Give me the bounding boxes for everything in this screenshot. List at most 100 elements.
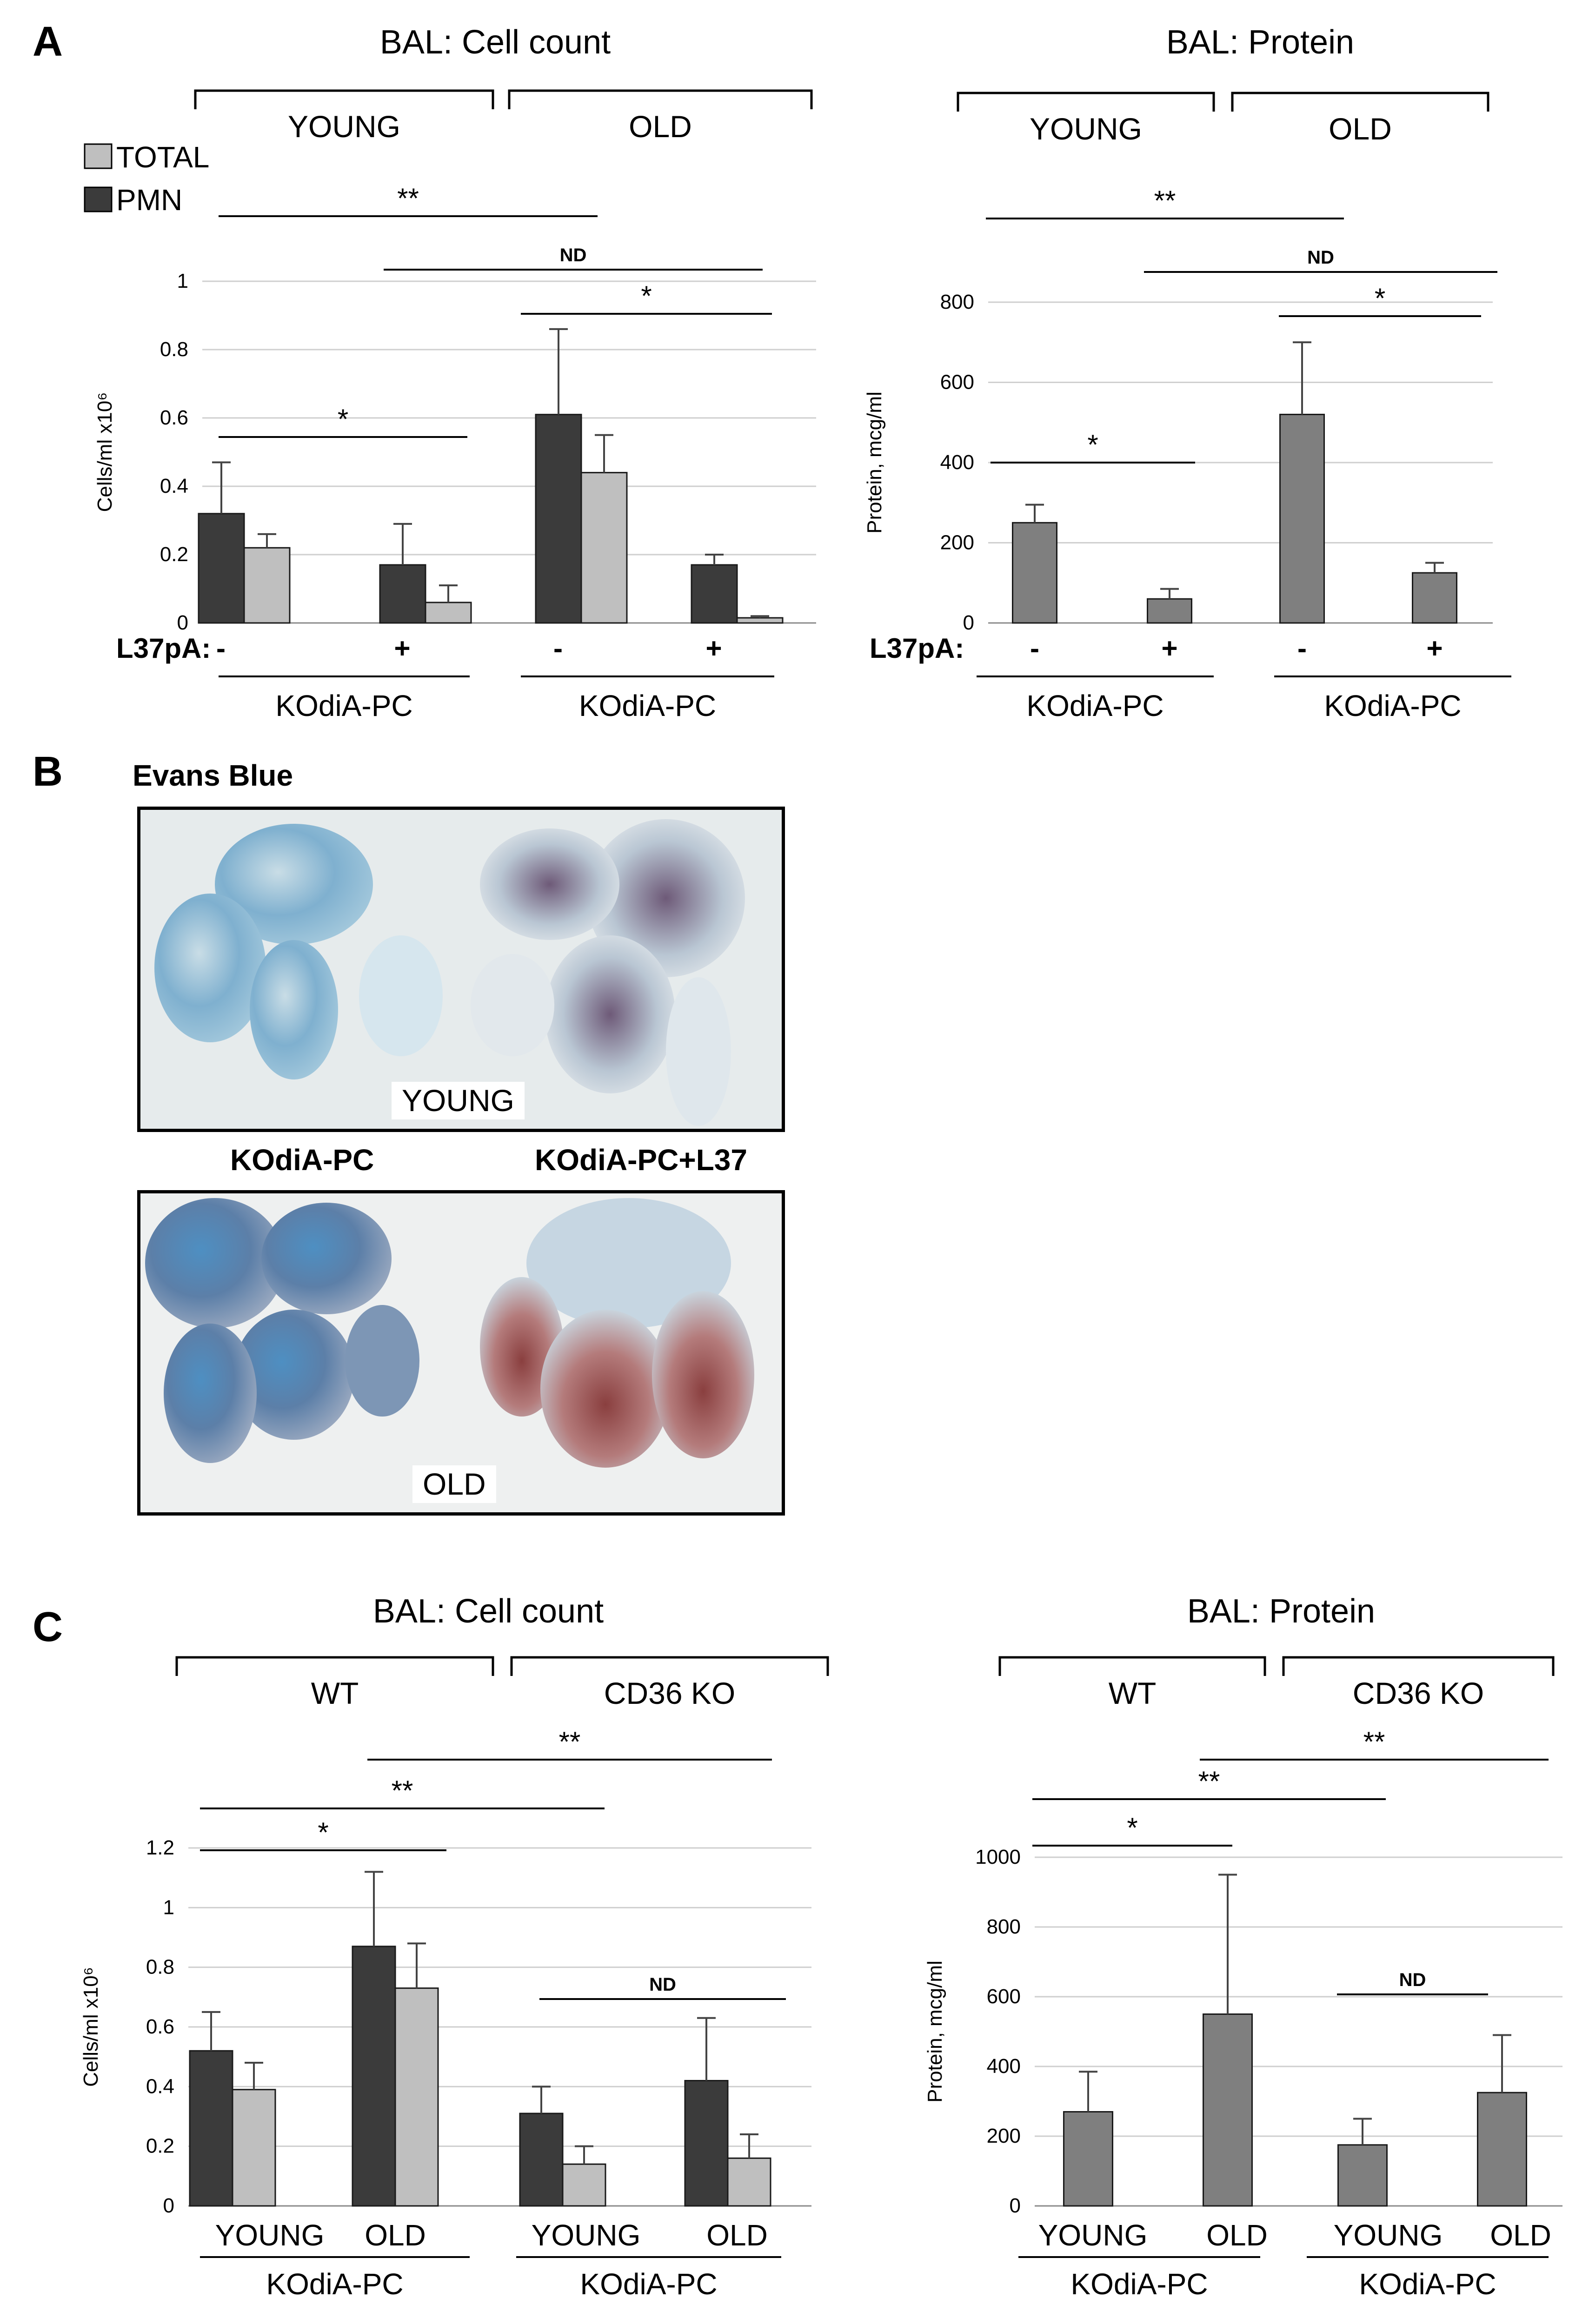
chart-c-cell-count: BAL: Cell count WT CD36 KO 0 0.2 0.4 0.6 0.8 1 1.… [80,1593,829,2301]
bar-pmn [352,1946,396,2207]
row-label: + [394,633,410,664]
y-tick-label: 800 [940,291,974,313]
lung-shape [545,935,675,1093]
bar-protein [1203,2013,1253,2207]
lung-shape [666,977,731,1126]
young-lungs-drawing [154,819,745,1126]
row-label: + [1161,633,1177,664]
y-tick-label: 200 [940,531,974,554]
bar-total [243,547,291,624]
group-1-bracket [1231,92,1489,112]
row-label: - [1030,633,1039,664]
row-label: - [1297,633,1307,664]
y-tick-label: 1 [177,270,188,292]
row-label: + [705,633,722,664]
y-tick-label: 0.4 [146,2075,174,2098]
group-label: KOdiA-PC [1070,2267,1208,2301]
young-label: YOUNG [392,1082,525,1119]
y-tick-label: 0 [963,611,974,634]
bar-total [736,617,784,624]
significance-mark: ** [397,183,419,214]
lung-shape [261,1203,392,1314]
y-tick-label: 600 [940,371,974,394]
y-tick-label: 800 [987,1915,1021,1938]
chart-title: BAL: Protein [1166,24,1354,61]
chart-a-cell-count: BAL: Cell count YOUNG OLD 0 0.2 0.4 0.6 0.8 1 Cel… [93,24,816,722]
group-0-label: YOUNG [288,109,400,144]
age-label: YOUNG [1038,2218,1148,2252]
group-label: KOdiA-PC [580,2267,717,2301]
y-tick-label: 1 [163,1896,174,1919]
row-label: - [553,633,563,664]
group-1-label: OLD [1329,112,1392,146]
lung-shape [164,1324,257,1463]
evans-blue-old-photo: OLD [137,1190,785,1516]
age-label: YOUNG [532,2218,641,2252]
age-label: OLD [1490,2218,1551,2252]
y-tick-label: 400 [987,2055,1021,2078]
y-tick-label: 600 [987,1985,1021,2008]
bar-total [232,2089,276,2207]
lung-shape [154,894,266,1042]
y-tick-label: 0.4 [160,475,188,497]
group-0-bracket [175,1656,494,1676]
lung-shape [345,1305,419,1417]
age-label: OLD [706,2218,768,2252]
y-tick-label: 0.6 [146,2015,174,2038]
y-tick-label: 0 [163,2194,174,2217]
lung-shape [540,1310,671,1468]
lung-shape [652,1291,754,1458]
significance-mark: * [1087,429,1098,460]
group-0-bracket [998,1656,1266,1676]
lung-shape [215,824,373,945]
group-0-bracket [194,89,494,109]
significance-mark: * [318,1817,328,1848]
group-label: KOdiA-PC [266,2267,403,2301]
y-tick-label: 0.2 [146,2135,174,2158]
y-tick-label: 0 [1010,2194,1021,2217]
significance-mark: ** [1154,185,1176,216]
group-label: KOdiA-PC [579,689,716,722]
age-label: OLD [365,2218,426,2252]
bar-total [425,602,472,624]
y-tick-label: 1000 [975,1846,1021,1868]
group-0-bracket [957,92,1215,112]
significance-mark: ND [1399,1970,1426,1990]
bar-pmn [379,564,426,624]
row-prefix: L37pA: [116,633,211,664]
y-axis-title: Cells/ml x10⁶ [80,1967,102,2087]
caption-kodia-pc: KOdiA-PC [230,1143,374,1177]
group-1-label: OLD [629,109,692,144]
lung-shape [471,954,554,1056]
y-axis-title: Protein, mcg/ml [863,391,886,534]
y-axis-title: Cells/ml x10⁶ [93,392,116,512]
panel-c-label: C [33,1604,63,1650]
chart-title: BAL: Cell count [380,24,611,61]
group-0-label: WT [1109,1676,1157,1710]
y-tick-label: 0.8 [146,1956,174,1979]
chart-c-protein: BAL: Protein WT CD36 KO 0 200 400 600 800 1000 Pr… [924,1593,1562,2301]
lung-shape [250,940,338,1079]
bar-pmn [691,564,738,624]
row-label: - [216,633,226,664]
bar-protein [1279,414,1325,624]
significance-mark: ** [392,1775,413,1806]
old-lungs-drawing [145,1198,754,1468]
group-label: KOdiA-PC [275,689,412,722]
lung-shape [145,1198,285,1328]
age-label: YOUNG [215,2218,325,2252]
bar-pmn [535,414,582,624]
row-prefix: L37pA: [870,633,964,664]
legend-total-swatch [84,143,113,169]
evans-blue-young-photo: YOUNG [137,807,785,1132]
group-1-label: CD36 KO [1353,1676,1484,1710]
legend-pmn-swatch [84,186,113,212]
y-tick-label: 0 [177,611,188,634]
row-label: + [1426,633,1443,664]
caption-kodia-pc-l37: KOdiA-PC+L37 [535,1143,747,1177]
chart-a-protein: BAL: Protein YOUNG OLD 0 200 400 600 800 Protein… [863,24,1511,722]
significance-mark: * [1127,1812,1137,1843]
y-tick-label: 200 [987,2125,1021,2147]
lung-shape [359,935,443,1056]
bar-protein [1147,598,1192,624]
